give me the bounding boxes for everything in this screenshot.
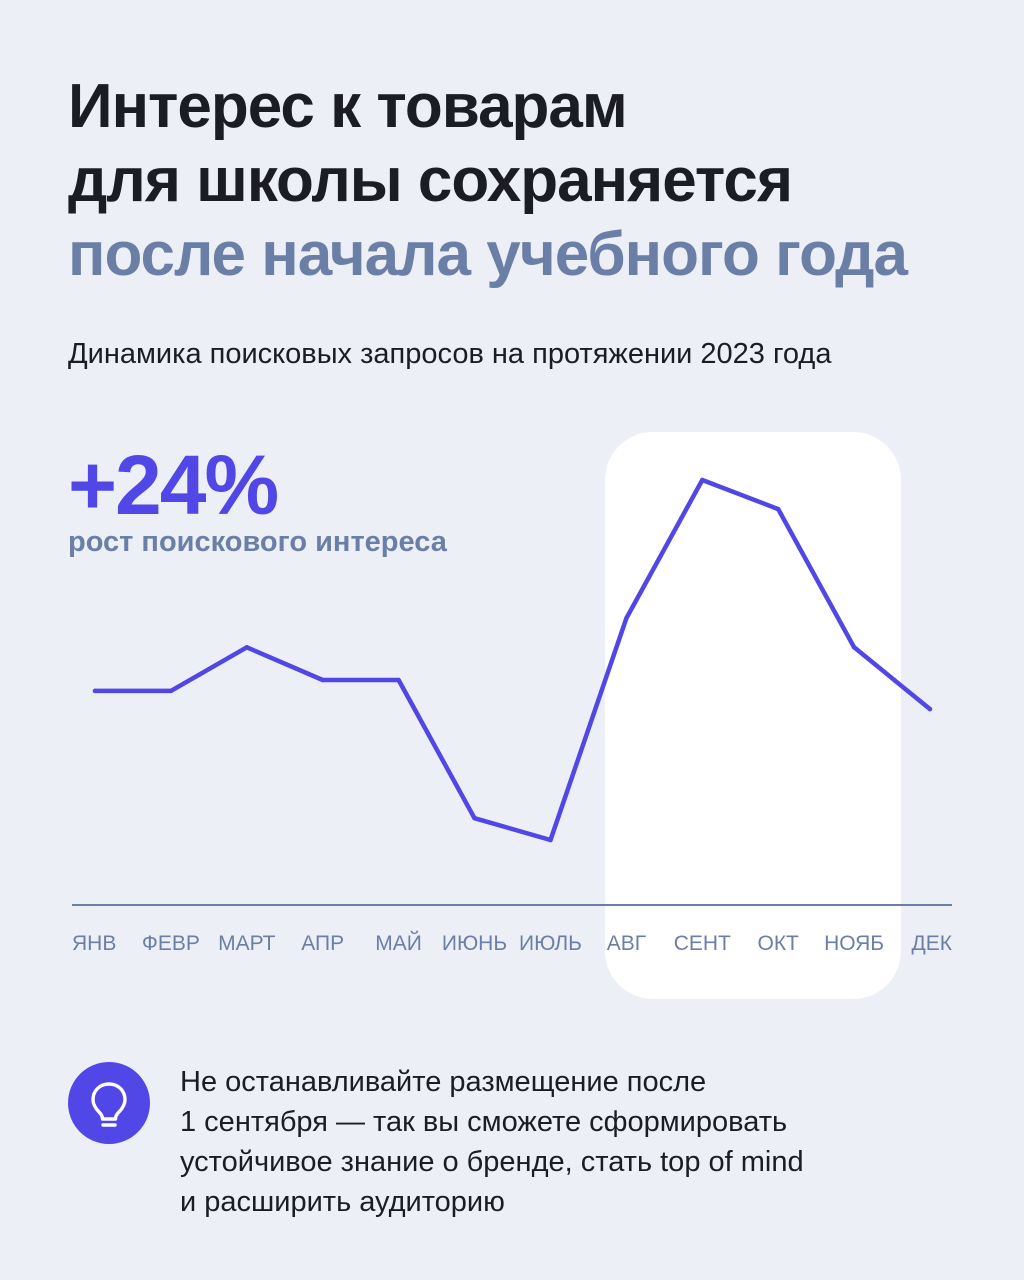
tip-text: Не останавливайте размещение после 1 сен… — [180, 1062, 804, 1222]
tip-line-1: Не останавливайте размещение после — [180, 1066, 707, 1098]
data-point-2 — [244, 645, 249, 650]
lightbulb-icon — [68, 1062, 150, 1144]
tip-line-3: устойчивое знание о бренде, стать top of… — [180, 1146, 804, 1178]
data-point-7 — [624, 616, 629, 621]
data-point-5 — [472, 816, 477, 821]
data-point-11 — [927, 706, 933, 712]
data-point-9 — [776, 506, 781, 512]
x-tick-label-5: ИЮНЬ — [442, 932, 507, 955]
x-tick-label-10: НОЯБ — [824, 932, 884, 955]
x-tick-label-6: ИЮЛЬ — [519, 932, 582, 955]
x-tick-label-11: ДЕК — [912, 932, 953, 955]
x-tick-label-0: ЯНВ — [72, 932, 116, 955]
line-chart: ЯНВ ФЕВР МАРТ АПР МАЙ ИЮНЬ ИЮЛЬ АВГ СЕНТ ОКТ НОЯБ Д… — [72, 477, 953, 955]
x-tick-label-9: ОКТ — [757, 932, 799, 955]
data-point-6 — [548, 837, 553, 843]
headline: Интерес к товарам для школы сохраняется … — [68, 70, 908, 292]
data-point-3 — [320, 677, 325, 683]
tip-line-2: 1 сентября — так вы сможете сформировать — [180, 1106, 788, 1138]
headline-line-2: для школы сохраняется — [68, 146, 793, 215]
stat-caption: рост поискового интереса — [68, 526, 447, 558]
chart-title: Динамика поисковых запросов на протяжени… — [68, 338, 832, 370]
x-tick-label-2: МАРТ — [218, 932, 276, 955]
data-point-1 — [168, 688, 174, 694]
x-tick-label-4: МАЙ — [375, 931, 422, 955]
x-axis-ticks: ЯНВ ФЕВР МАРТ АПР МАЙ ИЮНЬ ИЮЛЬ АВГ СЕНТ ОКТ НОЯБ Д… — [72, 931, 953, 955]
data-point-8 — [700, 477, 705, 483]
data-point-4 — [396, 677, 401, 683]
headline-line-3: после начала учебного года — [68, 220, 908, 289]
tip-line-4: и расширить аудиторию — [180, 1186, 505, 1218]
x-tick-label-1: ФЕВР — [142, 932, 200, 955]
x-tick-label-3: АПР — [301, 932, 344, 955]
chart-marks — [92, 477, 933, 843]
stat-value: +24% — [68, 438, 279, 532]
series-line — [92, 477, 933, 843]
x-tick-label-8: СЕНТ — [674, 932, 731, 955]
x-tick-label-7: АВГ — [607, 932, 646, 955]
data-point-0 — [92, 688, 98, 694]
headline-line-1: Интерес к товарам — [68, 72, 628, 141]
data-point-10 — [851, 645, 857, 650]
